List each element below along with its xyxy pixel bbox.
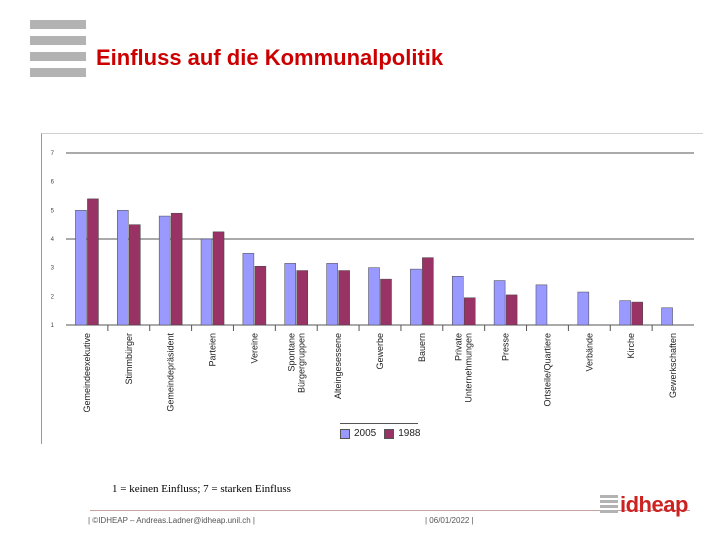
x-tick-label-line: Gemeindepräsident bbox=[166, 333, 176, 412]
bar-2005-7 bbox=[326, 263, 338, 326]
x-tick-label: Alteingesessene bbox=[333, 333, 343, 399]
x-tick-label-line: Alteingesessene bbox=[333, 333, 343, 399]
bar-2005-1 bbox=[75, 210, 87, 326]
bar-1988-3 bbox=[170, 212, 183, 326]
x-tick-label-line: Bürgergruppen bbox=[296, 333, 306, 393]
x-tick-label-line: Gewerkschaften bbox=[668, 333, 678, 398]
x-tick-label-line: Ortsteile/Quartiere bbox=[542, 333, 552, 407]
footnote: 1 = keinen Einfluss; 7 = starken Einflus… bbox=[112, 483, 291, 495]
footer-credit: | ©IDHEAP – Andreas.Ladner@idheap.unil.c… bbox=[88, 516, 256, 525]
x-tick-label-line: Gewerbe bbox=[375, 333, 385, 370]
y-tick-label: 7 bbox=[51, 151, 55, 157]
bar-2005-6 bbox=[284, 263, 297, 326]
x-tick-label: Stimmbürger bbox=[124, 333, 134, 385]
bar-1988-6 bbox=[296, 270, 309, 326]
x-tick-label-line: Parteien bbox=[208, 333, 218, 367]
x-tick-label: Vereine bbox=[249, 333, 259, 364]
x-tick-label-line: Gemeindeexekutive bbox=[82, 333, 92, 413]
bar-2005-10 bbox=[451, 276, 464, 326]
bar-2005-5 bbox=[242, 253, 255, 326]
x-tick-label: Parteien bbox=[208, 333, 218, 367]
x-tick-label-line: Kirche bbox=[626, 333, 636, 359]
idheap-logo: idheap bbox=[600, 492, 688, 518]
bar-2005-4 bbox=[200, 238, 213, 326]
x-tick-label: SpontaneBürgergruppen bbox=[286, 333, 306, 393]
idheap-logo-text: idheap bbox=[620, 492, 688, 517]
bar-2005-12 bbox=[535, 284, 548, 326]
y-tick-label: 4 bbox=[51, 237, 55, 243]
bar-2005-15 bbox=[661, 307, 673, 326]
bar-1988-11 bbox=[505, 294, 518, 326]
footer-date: | 06/01/2022 | bbox=[425, 516, 474, 525]
x-tick-label: PrivateUnternehmungen bbox=[454, 333, 474, 403]
bar-2005-2 bbox=[117, 210, 129, 326]
bar-1988-14 bbox=[631, 301, 643, 326]
y-tick-label: 1 bbox=[51, 323, 55, 329]
legend-label-1988: 1988 bbox=[398, 428, 421, 439]
y-tick-label: 6 bbox=[51, 180, 55, 186]
x-tick-label: Gewerkschaften bbox=[668, 333, 678, 398]
x-tick-label: Kirche bbox=[626, 333, 636, 359]
x-tick-label: Presse bbox=[501, 333, 511, 361]
bar-1988-4 bbox=[212, 231, 225, 326]
chart-frame: 7 6 5 4 3 2 1 Gemeindeexekutive Stimmbürger Gemei… bbox=[41, 133, 703, 444]
bar-2005-11 bbox=[493, 280, 506, 326]
x-tick-label: Verbände bbox=[584, 333, 594, 372]
legend: 2005 1988 bbox=[340, 428, 421, 439]
bar-2005-3 bbox=[158, 215, 171, 326]
y-tick-label: 3 bbox=[51, 266, 55, 272]
footer-divider bbox=[90, 510, 690, 511]
page-title: Einfluss auf die Kommunalpolitik bbox=[96, 45, 444, 70]
bar-1988-8 bbox=[380, 278, 392, 326]
bar-1988-1 bbox=[87, 198, 99, 326]
x-tick-label-line: Presse bbox=[501, 333, 511, 361]
x-tick-label: Gemeindepräsident bbox=[166, 333, 176, 412]
bar-1988-5 bbox=[254, 265, 267, 326]
bar-2005-14 bbox=[619, 300, 631, 326]
y-tick-label: 5 bbox=[51, 208, 55, 214]
x-tick-label-line: Spontane bbox=[286, 333, 296, 372]
legend-swatch-2005 bbox=[340, 428, 350, 439]
bar-1988-9 bbox=[422, 257, 434, 326]
x-tick-label-line: Unternehmungen bbox=[464, 333, 474, 403]
x-tick-label-line: Bauern bbox=[417, 333, 427, 362]
legend-swatch-1988 bbox=[384, 428, 395, 439]
x-tick-label: Ortsteile/Quartiere bbox=[542, 333, 552, 407]
x-tick-label: Gemeindeexekutive bbox=[82, 333, 92, 413]
x-tick-label-line: Stimmbürger bbox=[124, 333, 134, 385]
x-tick-label-line: Vereine bbox=[249, 333, 259, 364]
bar-chart: 7 6 5 4 3 2 1 Gemeindeexekutive Stimmbürger Gemei… bbox=[51, 151, 694, 413]
bar-2005-13 bbox=[577, 291, 590, 326]
bar-1988-2 bbox=[129, 224, 141, 326]
x-tick-label: Gewerbe bbox=[375, 333, 385, 370]
logo-bars-icon bbox=[30, 20, 86, 84]
legend-divider bbox=[340, 423, 418, 424]
bar-2005-8 bbox=[368, 267, 380, 326]
x-tick-label-line: Verbände bbox=[584, 333, 594, 372]
bar-2005-9 bbox=[410, 268, 422, 326]
x-tick-label: Bauern bbox=[417, 333, 427, 362]
bar-1988-7 bbox=[338, 270, 350, 326]
x-tick-label-line: Private bbox=[454, 333, 464, 361]
y-tick-label: 2 bbox=[51, 294, 55, 300]
legend-label-2005: 2005 bbox=[354, 428, 377, 439]
idheap-logo-icon bbox=[600, 495, 618, 515]
bar-1988-10 bbox=[463, 297, 476, 326]
